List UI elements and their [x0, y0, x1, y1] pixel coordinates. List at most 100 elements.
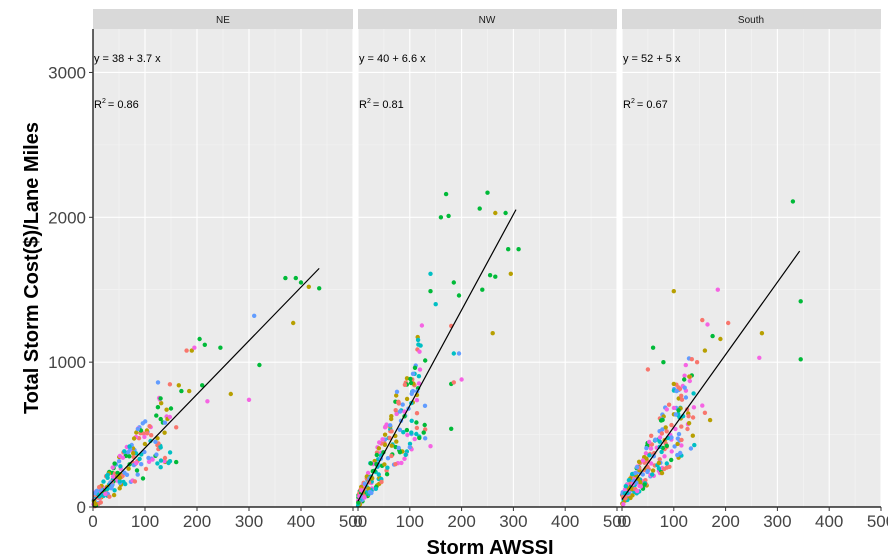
- data-point: [147, 424, 152, 429]
- data-point: [636, 459, 642, 464]
- data-point: [410, 371, 416, 376]
- data-point: [718, 336, 723, 342]
- data-point: [134, 460, 139, 466]
- data-point: [384, 422, 389, 427]
- data-point: [159, 401, 164, 406]
- data-point: [798, 299, 803, 304]
- data-point: [135, 426, 141, 432]
- data-point: [122, 449, 127, 454]
- data-point: [673, 412, 678, 417]
- data-point: [108, 480, 113, 485]
- data-point: [396, 445, 401, 451]
- data-point: [134, 430, 139, 435]
- data-point: [148, 438, 153, 444]
- data-point: [451, 280, 456, 285]
- x-tick-label: 400: [551, 512, 579, 531]
- data-point: [134, 468, 140, 473]
- x-tick-label: 500: [867, 512, 888, 531]
- data-point: [200, 383, 205, 388]
- data-point: [414, 420, 419, 425]
- data-point: [640, 458, 646, 463]
- data-point: [397, 427, 403, 432]
- data-point: [644, 446, 649, 451]
- data-point: [94, 488, 100, 493]
- regression-line: [621, 250, 801, 500]
- data-point: [382, 462, 387, 467]
- data-point: [252, 313, 257, 318]
- data-point: [456, 351, 462, 356]
- data-point: [400, 402, 405, 407]
- data-point: [642, 482, 647, 487]
- data-point: [132, 479, 138, 484]
- y-tick-label: 3000: [48, 63, 86, 82]
- data-point: [407, 441, 413, 446]
- data-point: [687, 374, 692, 379]
- data-point: [688, 446, 694, 451]
- data-point: [389, 453, 394, 459]
- data-point: [659, 470, 665, 476]
- data-point: [487, 273, 493, 278]
- data-point: [757, 355, 762, 360]
- panel-ne-r2-value: = 0.86: [108, 99, 139, 111]
- data-point: [664, 429, 669, 434]
- data-point: [633, 470, 638, 476]
- data-point: [162, 430, 167, 435]
- data-point: [683, 395, 689, 400]
- data-point: [647, 439, 652, 445]
- data-point: [682, 385, 687, 390]
- data-point: [676, 431, 682, 437]
- panel-south: South y = 52 + 5 x R2 = 0.67: [619, 9, 882, 508]
- data-point: [658, 418, 664, 423]
- data-point: [101, 479, 106, 484]
- data-point: [649, 461, 654, 466]
- data-point: [131, 451, 136, 456]
- data-point: [664, 461, 669, 466]
- x-tick-label: 100: [660, 512, 688, 531]
- data-point: [677, 386, 683, 392]
- data-point: [397, 409, 403, 414]
- data-point: [683, 362, 688, 368]
- data-point: [423, 436, 428, 441]
- data-point: [373, 486, 379, 491]
- data-point: [506, 247, 511, 252]
- data-point: [174, 425, 179, 430]
- panel-south-points: [619, 199, 803, 507]
- data-point: [168, 406, 174, 411]
- data-point: [661, 360, 666, 365]
- data-point: [246, 397, 252, 402]
- data-point: [149, 433, 154, 438]
- data-point: [416, 381, 422, 386]
- data-point: [112, 488, 117, 493]
- data-point: [679, 424, 684, 429]
- data-point: [228, 391, 233, 397]
- data-point: [674, 388, 679, 394]
- data-point: [422, 403, 428, 408]
- y-tick-label: 1000: [48, 353, 86, 372]
- panel-nw-r2: R2 = 0.81: [359, 98, 404, 111]
- panel-nw-r2-value: = 0.81: [373, 99, 404, 111]
- panel-nw-strip: [358, 9, 617, 29]
- data-point: [414, 398, 420, 403]
- data-point: [187, 388, 192, 394]
- data-point: [298, 280, 304, 285]
- data-point: [401, 430, 406, 435]
- data-point: [192, 345, 197, 350]
- data-point: [384, 472, 390, 477]
- data-point: [137, 456, 142, 462]
- data-point: [710, 333, 715, 339]
- x-tick-label: 300: [235, 512, 263, 531]
- data-point: [419, 323, 425, 328]
- data-point: [679, 443, 684, 448]
- data-point: [690, 415, 696, 420]
- data-point: [759, 331, 765, 336]
- data-point: [111, 492, 117, 498]
- data-point: [664, 443, 669, 448]
- data-point: [715, 287, 720, 292]
- data-point: [644, 456, 649, 461]
- data-point: [451, 380, 456, 385]
- data-point: [402, 456, 407, 461]
- data-point: [399, 460, 404, 466]
- data-point: [679, 397, 685, 402]
- data-point: [678, 450, 683, 456]
